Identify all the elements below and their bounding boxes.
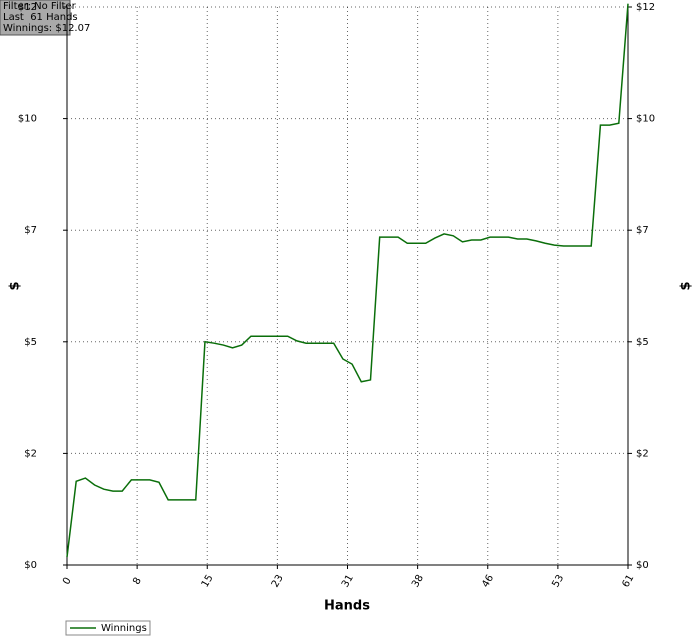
y-tick-label: $7 xyxy=(24,225,37,236)
y-tick-label-right: $5 xyxy=(636,337,649,348)
x-tick-label: 61 xyxy=(620,573,636,590)
y-axis-label: $ xyxy=(8,281,23,290)
x-tick-label: 0 xyxy=(61,576,74,587)
y-tick-label-right: $7 xyxy=(636,225,649,236)
x-tick-label: 31 xyxy=(340,573,356,590)
info-filter: Filter: No Filter xyxy=(3,1,77,12)
x-tick-label: 23 xyxy=(270,573,286,590)
x-tick-label: 46 xyxy=(480,573,496,590)
y-tick-label-right: $2 xyxy=(636,448,649,459)
x-tick-label: 8 xyxy=(131,576,144,587)
y-tick-label-right: $0 xyxy=(636,560,649,571)
y-tick-label-right: $12 xyxy=(636,2,655,13)
y-tick-label: $10 xyxy=(18,114,37,125)
info-winnings: Winnings: $12.07 xyxy=(3,23,90,34)
y-tick-label-right: $10 xyxy=(636,114,655,125)
x-axis-label: Hands xyxy=(324,599,370,614)
y-tick-label: $0 xyxy=(24,560,37,571)
x-tick-label: 53 xyxy=(550,573,566,590)
y-tick-label: $12 xyxy=(18,2,37,13)
legend-label: Winnings xyxy=(101,623,147,634)
x-tick-label: 38 xyxy=(410,573,426,590)
winnings-line xyxy=(66,3,629,558)
y-tick-label: $2 xyxy=(24,448,37,459)
info-box xyxy=(0,0,71,36)
y-tick-label: $5 xyxy=(24,337,37,348)
y-axis-label-right: $ xyxy=(679,281,694,290)
info-hands: Last 61 Hands xyxy=(3,12,78,23)
legend xyxy=(65,620,151,636)
x-tick-label: 15 xyxy=(200,573,216,590)
